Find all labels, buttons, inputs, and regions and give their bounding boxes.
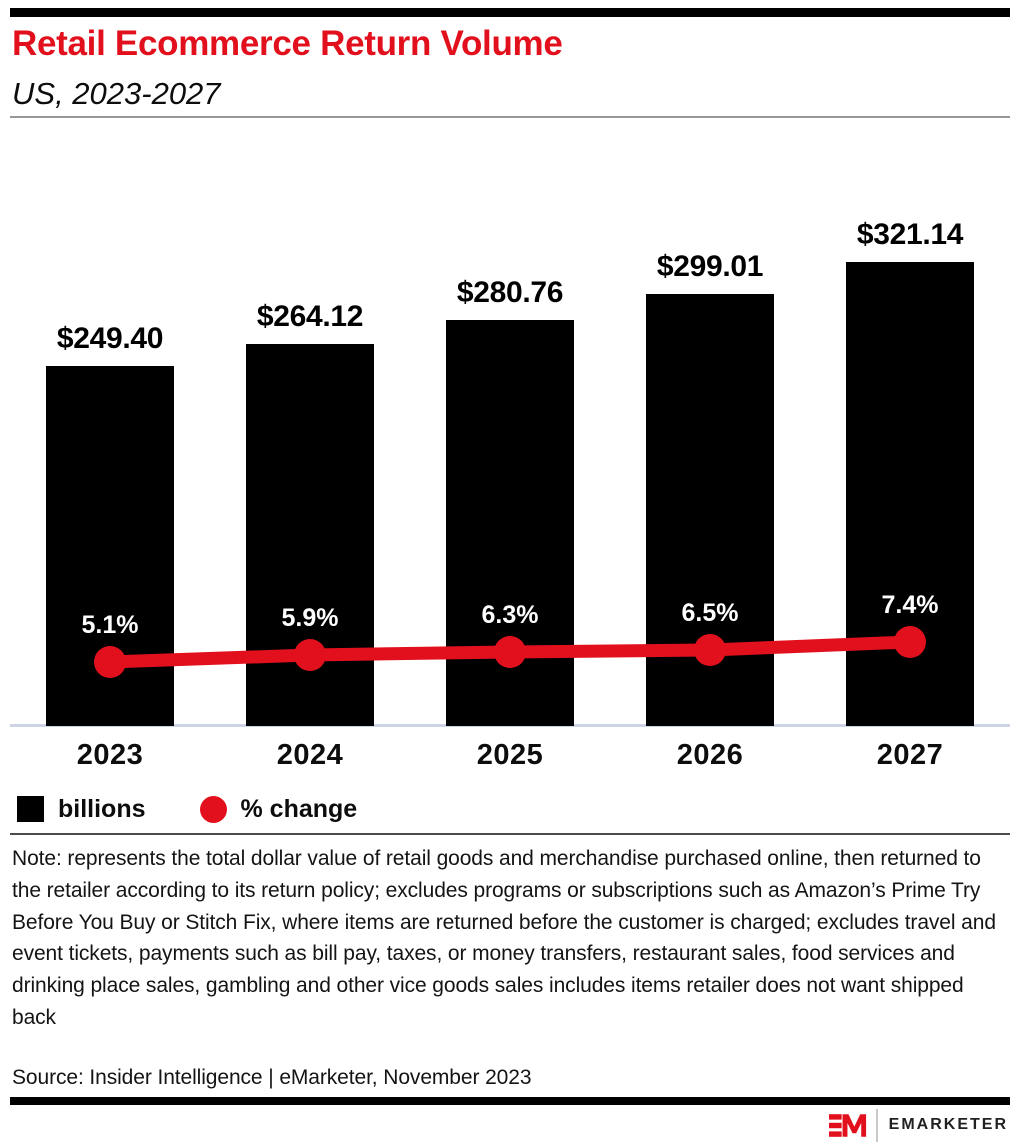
bar-value-label-2023: $249.40 — [56, 322, 164, 355]
pct-label-2026: 6.5% — [681, 599, 739, 627]
bar-2023 — [46, 366, 174, 726]
chart-legend: billions % change — [17, 790, 997, 828]
bar-2025 — [446, 320, 574, 726]
bar-value-label-2024: $264.12 — [256, 300, 364, 333]
legend-label-billions: billions — [58, 794, 146, 823]
page-title: Retail Ecommerce Return Volume — [12, 24, 563, 63]
emarketer-logo-icon — [828, 1113, 866, 1137]
pct-label-2024: 5.9% — [281, 604, 339, 632]
bar-2027 — [846, 262, 974, 726]
footer-brand-name: EMARKETER — [888, 1116, 1008, 1133]
x-axis-label-2026: 2026 — [676, 739, 744, 771]
bar-value-label-2025: $280.76 — [456, 276, 564, 309]
bar-value-label-2027: $321.14 — [856, 218, 964, 251]
combo-chart: $249.40 5.1% 2023 $264.12 5.9% 2024 $280.76 6.3… — [10, 218, 1010, 771]
footer-brand: EMARKETER — [828, 1108, 1008, 1142]
footer-accent-bar — [10, 1097, 1010, 1105]
legend-label-pct-change: % change — [240, 794, 358, 823]
chart-note: Note: represents the total dollar value … — [12, 847, 996, 1029]
top-accent-bar — [10, 8, 1010, 17]
header-divider — [10, 116, 1010, 118]
x-axis-label-2025: 2025 — [476, 739, 544, 771]
x-axis-label-2024: 2024 — [276, 739, 344, 771]
x-axis-label-2027: 2027 — [876, 739, 944, 771]
pct-label-2025: 6.3% — [481, 601, 539, 629]
footer-brand-divider — [875, 1108, 878, 1142]
bar-value-label-2026: $299.01 — [656, 250, 764, 283]
legend-swatch-pct-change — [199, 795, 227, 823]
pct-label-2027: 7.4% — [881, 591, 939, 619]
legend-swatch-billions — [17, 796, 44, 822]
bar-2026 — [646, 294, 774, 726]
chart-source: Source: Insider Intelligence | eMarketer… — [12, 1066, 532, 1089]
note-divider — [10, 833, 1010, 835]
bar-2024 — [246, 344, 374, 726]
x-axis-label-2023: 2023 — [76, 739, 144, 771]
pct-label-2023: 5.1% — [81, 611, 139, 639]
page-subtitle: US, 2023-2027 — [12, 76, 221, 111]
